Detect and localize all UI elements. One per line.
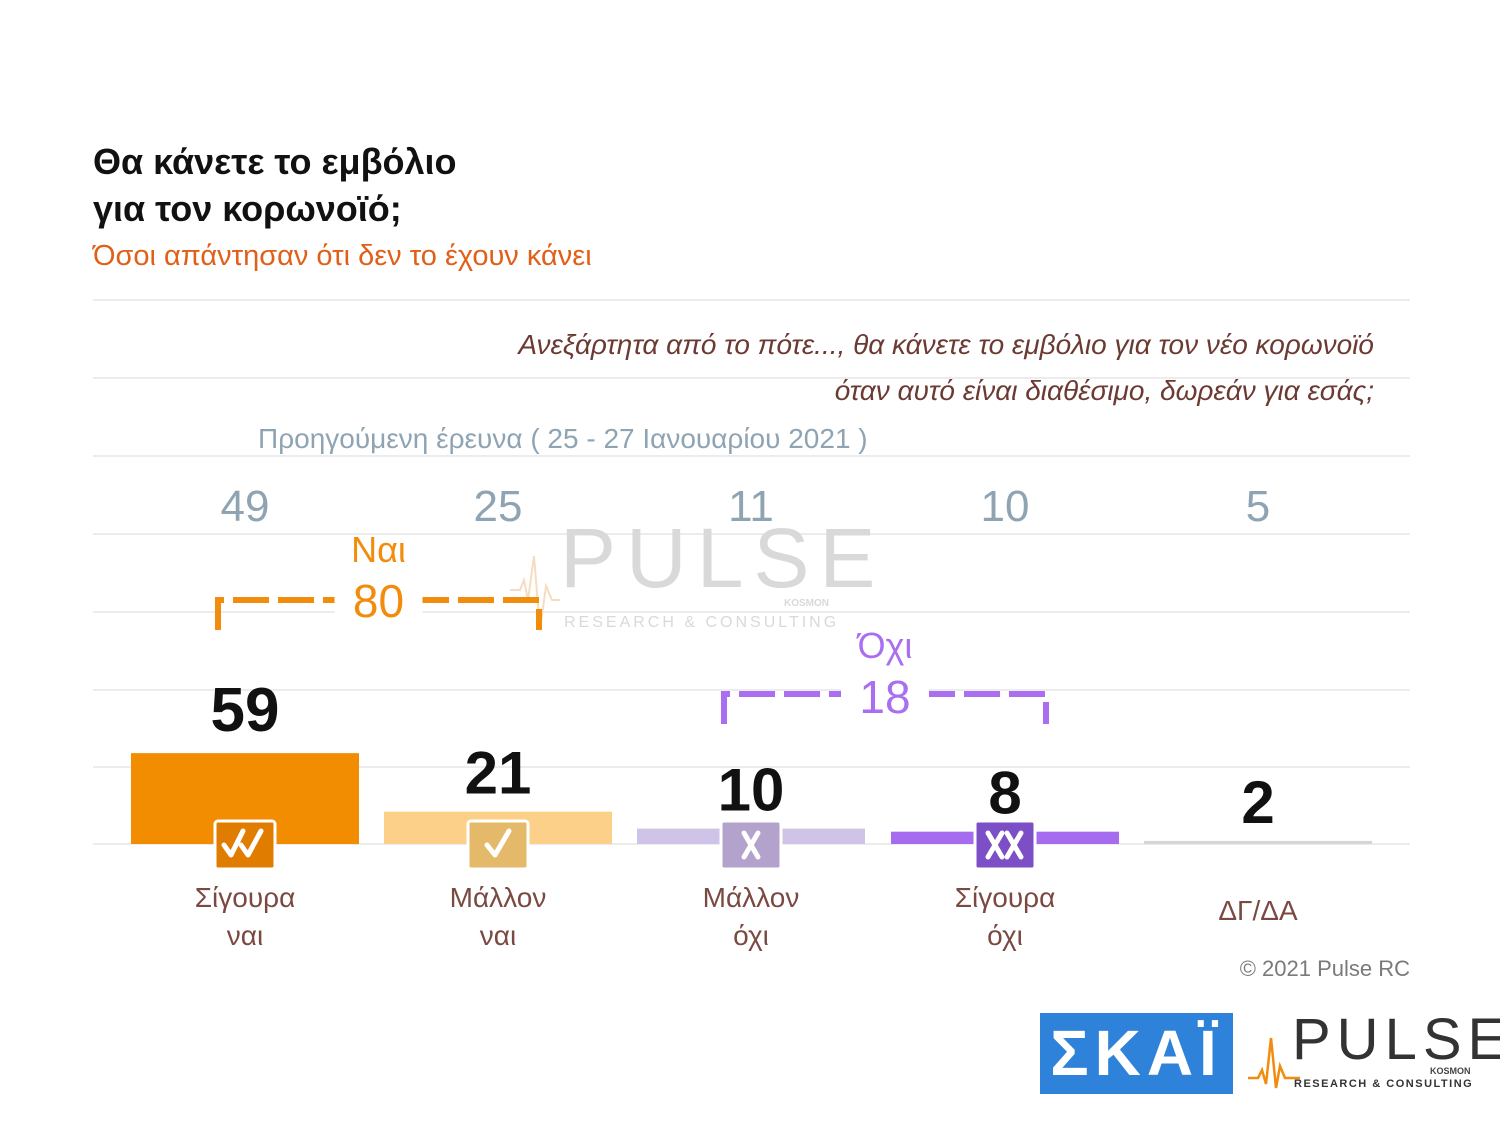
pulse-logo-text: PULSE bbox=[1292, 1007, 1500, 1072]
previous-value-label: 49 bbox=[221, 482, 270, 531]
data-label: 8 bbox=[988, 760, 1021, 827]
pulse-logo-subtitle: RESEARCH & CONSULTING bbox=[1294, 1078, 1474, 1090]
cross-mark bbox=[741, 830, 761, 860]
category-label: όχι bbox=[987, 920, 1023, 951]
previous-value-label: 11 bbox=[728, 482, 774, 531]
watermark-pulse-text: PULSE bbox=[560, 511, 886, 605]
check-mark bbox=[238, 828, 264, 858]
cross-icon bbox=[719, 819, 783, 871]
double-cross-icon bbox=[973, 819, 1037, 871]
cross-mark bbox=[1004, 830, 1024, 860]
chart-subtitle: Όσοι απάντησαν ότι δεν το έχουν κάνει bbox=[93, 240, 592, 272]
category-label: ναι bbox=[227, 920, 263, 951]
watermark-subtitle: RESEARCH & CONSULTING bbox=[564, 614, 840, 631]
data-label: 2 bbox=[1241, 769, 1274, 836]
cross-mark bbox=[985, 830, 1005, 860]
question-line1: Ανεξάρτητα από το πότε..., θα κάνετε το … bbox=[518, 329, 1374, 360]
yes-group-bracket: Ναι 80 bbox=[215, 529, 542, 630]
data-label: 21 bbox=[465, 740, 532, 807]
chart-title-line2: για τον κορωνοϊό; bbox=[93, 188, 402, 229]
question-line2: όταν αυτό είναι διαθέσιμο, δωρεάν για εσ… bbox=[834, 375, 1374, 406]
previous-survey-label: Προηγούμενη έρευνα ( 25 - 27 Ιανουαρίου … bbox=[248, 423, 878, 455]
watermark-kosmos-text: KOSMON bbox=[784, 598, 829, 609]
no-group-bracket: Όχι 18 bbox=[721, 625, 1049, 724]
yes-group-bracket-word: Ναι bbox=[351, 529, 406, 570]
category-label: Σίγουρα bbox=[195, 882, 296, 913]
previous-value-label: 25 bbox=[474, 482, 523, 531]
pulse-logo-kosmos: KOSMON bbox=[1430, 1066, 1471, 1076]
bar bbox=[1144, 840, 1372, 844]
skai-logo: ΣΚΑΪ bbox=[1040, 1013, 1233, 1094]
copyright-notice: © 2021 Pulse RC bbox=[1239, 956, 1410, 981]
double-check-icon bbox=[213, 819, 277, 871]
pulse-heartbeat-icon bbox=[1248, 1037, 1300, 1089]
previous-value-label: 10 bbox=[981, 482, 1030, 531]
check-icon bbox=[466, 819, 530, 871]
no-group-bracket-word: Όχι bbox=[856, 625, 913, 666]
category-label: ναι bbox=[480, 920, 516, 951]
chart-title-line1: Θα κάνετε το εμβόλιο bbox=[93, 141, 457, 182]
watermark-heartbeat-icon bbox=[510, 555, 560, 631]
check-mark bbox=[221, 828, 246, 858]
data-label: 10 bbox=[718, 757, 785, 824]
previous-value-label: 5 bbox=[1246, 482, 1270, 531]
no-group-bracket-value: 18 bbox=[859, 671, 910, 723]
category-label: ΔΓ/ΔΑ bbox=[1218, 895, 1298, 926]
category-label: Σίγουρα bbox=[955, 882, 1056, 913]
survey-question: Ανεξάρτητα από το πότε..., θα κάνετε το … bbox=[374, 322, 1374, 414]
check-mark bbox=[484, 828, 512, 858]
icon-badge bbox=[973, 819, 1037, 871]
no-group-bracket-gap bbox=[841, 664, 929, 724]
yes-group-bracket-value: 80 bbox=[353, 575, 404, 627]
category-label: Μάλλον bbox=[450, 882, 547, 913]
chart-title: Θα κάνετε το εμβόλιο για τον κορωνοϊό; bbox=[93, 138, 457, 232]
yes-group-bracket-gap bbox=[334, 570, 423, 630]
category-label: όχι bbox=[733, 920, 769, 951]
category-label: Μάλλον bbox=[703, 882, 800, 913]
data-label: 59 bbox=[211, 676, 280, 745]
